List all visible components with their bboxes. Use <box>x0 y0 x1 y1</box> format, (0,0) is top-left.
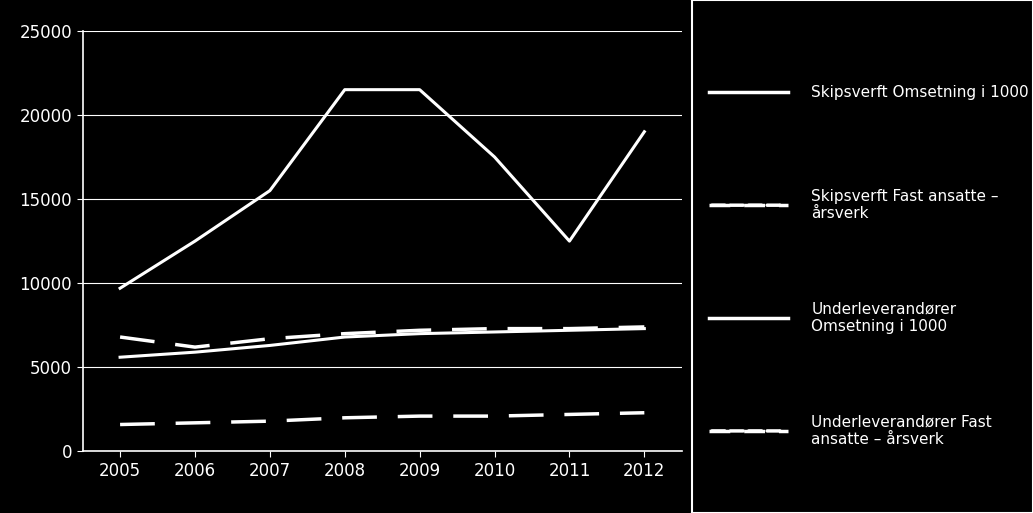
Text: Underleverandører Fast
ansatte – årsverk: Underleverandører Fast ansatte – årsverk <box>812 415 992 447</box>
Text: Skipsverft Fast ansatte –
årsverk: Skipsverft Fast ansatte – årsverk <box>812 189 999 222</box>
Text: Underleverandører
Omsetning i 1000: Underleverandører Omsetning i 1000 <box>812 302 957 334</box>
Text: Skipsverft Omsetning i 1000: Skipsverft Omsetning i 1000 <box>812 85 1029 100</box>
